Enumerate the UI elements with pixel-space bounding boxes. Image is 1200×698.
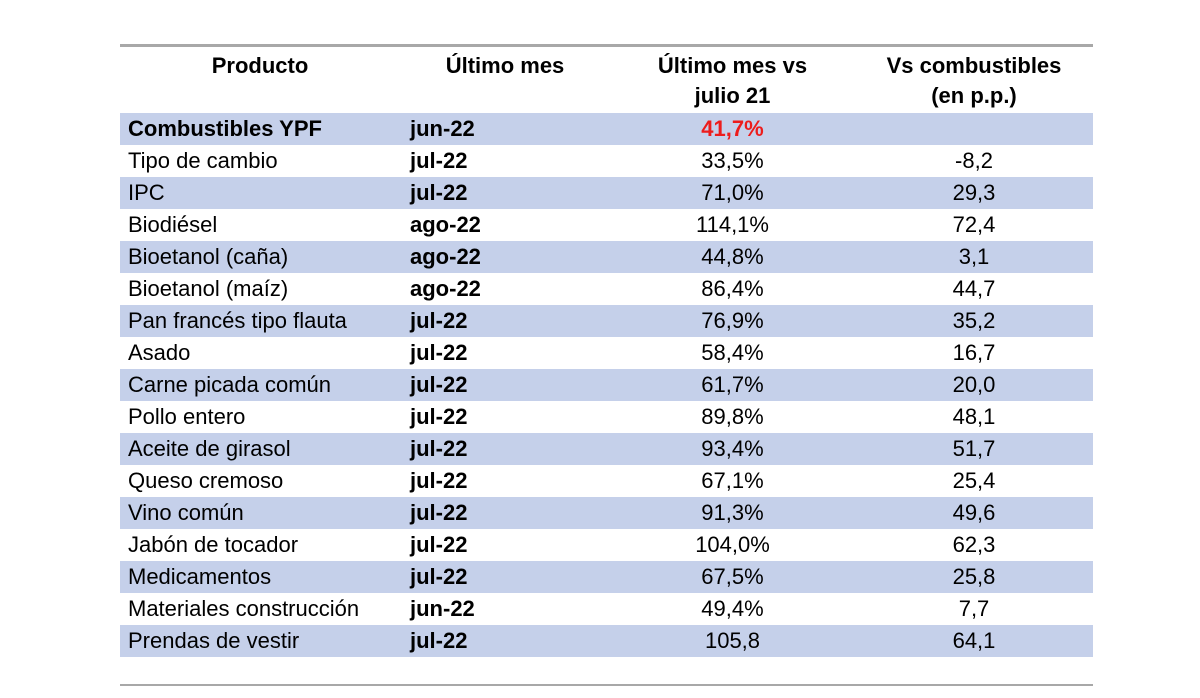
table-row: Biodiésel ago-22 114,1% 72,4 <box>120 209 1093 241</box>
cell-producto: Aceite de girasol <box>128 436 291 461</box>
table-row: Pollo entero jul-22 89,8% 48,1 <box>120 401 1093 433</box>
header-row: Producto Último mes Último mes vs julio … <box>120 47 1093 113</box>
cell-vs-combustibles: 3,1 <box>958 244 990 269</box>
cell-ultimo-mes: jul-22 <box>410 180 468 205</box>
cell-vs-combustibles: 16,7 <box>952 340 996 365</box>
cell-ultimo-mes: jul-22 <box>410 436 468 461</box>
cell-ultimo-mes: jul-22 <box>410 468 468 493</box>
cell-producto: Pollo entero <box>128 404 246 429</box>
column-header-producto: Producto <box>211 53 309 78</box>
cell-producto: Prendas de vestir <box>128 628 300 653</box>
cell-variacion: 86,4% <box>701 276 764 301</box>
table-row: Jabón de tocador jul-22 104,0% 62,3 <box>120 529 1093 561</box>
table-row: Bioetanol (caña) ago-22 44,8% 3,1 <box>120 241 1093 273</box>
cell-ultimo-mes: jun-22 <box>410 596 475 621</box>
cell-producto: Biodiésel <box>128 212 218 237</box>
table-bottom-rule <box>120 684 1093 686</box>
column-header-vs-combustibles: Vs combustibles (en p.p.) <box>886 53 1062 108</box>
cell-vs-combustibles: 64,1 <box>952 628 996 653</box>
table-row: Prendas de vestir jul-22 105,8 64,1 <box>120 625 1093 657</box>
cell-producto: Vino común <box>128 500 244 525</box>
cell-ultimo-mes: jul-22 <box>410 308 468 333</box>
cell-variacion: 67,1% <box>701 468 764 493</box>
table-row: Tipo de cambio jul-22 33,5% -8,2 <box>120 145 1093 177</box>
cell-variacion: 41,7% <box>701 116 764 141</box>
cell-producto: Pan francés tipo flauta <box>128 308 347 333</box>
cell-variacion: 76,9% <box>701 308 764 333</box>
cell-vs-combustibles: 25,4 <box>952 468 996 493</box>
table-row: Combustibles YPF jun-22 41,7% <box>120 113 1093 145</box>
cell-variacion: 49,4% <box>701 596 764 621</box>
cell-ultimo-mes: jul-22 <box>410 404 468 429</box>
cell-variacion: 114,1% <box>696 212 769 237</box>
cell-vs-combustibles <box>855 113 1093 145</box>
cell-variacion: 104,0% <box>695 532 770 557</box>
cell-vs-combustibles: 49,6 <box>952 500 996 525</box>
table-row: Asado jul-22 58,4% 16,7 <box>120 337 1093 369</box>
price-comparison-table: Producto Último mes Último mes vs julio … <box>120 47 1093 657</box>
cell-producto: Queso cremoso <box>128 468 284 493</box>
table-row: Bioetanol (maíz) ago-22 86,4% 44,7 <box>120 273 1093 305</box>
table-top-rule <box>120 44 1093 47</box>
cell-vs-combustibles: 7,7 <box>958 596 990 621</box>
cell-vs-combustibles: 29,3 <box>952 180 996 205</box>
cell-ultimo-mes: jul-22 <box>410 340 468 365</box>
cell-ultimo-mes: jul-22 <box>410 532 468 557</box>
cell-vs-combustibles: 44,7 <box>952 276 996 301</box>
cell-producto: Bioetanol (caña) <box>128 244 289 269</box>
cell-vs-combustibles: 48,1 <box>952 404 996 429</box>
cell-variacion: 91,3% <box>701 500 764 525</box>
cell-vs-combustibles: 51,7 <box>952 436 996 461</box>
column-header-ultimo-mes: Último mes <box>445 53 565 78</box>
cell-ultimo-mes: jun-22 <box>410 116 475 141</box>
cell-ultimo-mes: jul-22 <box>410 628 468 653</box>
cell-ultimo-mes: ago-22 <box>410 244 481 269</box>
table-header: Producto Último mes Último mes vs julio … <box>120 47 1093 113</box>
cell-variacion: 33,5% <box>701 148 764 173</box>
cell-ultimo-mes: ago-22 <box>410 276 481 301</box>
table-row: Queso cremoso jul-22 67,1% 25,4 <box>120 465 1093 497</box>
cell-ultimo-mes: jul-22 <box>410 372 468 397</box>
cell-variacion: 93,4% <box>701 436 764 461</box>
table-row: Medicamentos jul-22 67,5% 25,8 <box>120 561 1093 593</box>
cell-vs-combustibles: 35,2 <box>952 308 996 333</box>
table-row: Carne picada común jul-22 61,7% 20,0 <box>120 369 1093 401</box>
cell-ultimo-mes: ago-22 <box>410 212 481 237</box>
table-row: IPC jul-22 71,0% 29,3 <box>120 177 1093 209</box>
cell-variacion: 105,8 <box>704 628 761 653</box>
table-body: Combustibles YPF jun-22 41,7% Tipo de ca… <box>120 113 1093 657</box>
cell-vs-combustibles: 20,0 <box>952 372 996 397</box>
cell-producto: Carne picada común <box>128 372 332 397</box>
cell-vs-combustibles: -8,2 <box>955 148 993 173</box>
cell-vs-combustibles: 72,4 <box>952 212 996 237</box>
cell-variacion: 71,0% <box>701 180 764 205</box>
cell-producto: Tipo de cambio <box>128 148 278 173</box>
table-row: Aceite de girasol jul-22 93,4% 51,7 <box>120 433 1093 465</box>
cell-variacion: 44,8% <box>701 244 764 269</box>
cell-producto: Asado <box>128 340 191 365</box>
cell-producto: Materiales construcción <box>128 596 360 621</box>
cell-producto: IPC <box>128 180 165 205</box>
cell-variacion: 58,4% <box>701 340 764 365</box>
cell-variacion: 61,7% <box>701 372 764 397</box>
table-row: Vino común jul-22 91,3% 49,6 <box>120 497 1093 529</box>
cell-variacion: 89,8% <box>701 404 764 429</box>
table-row: Materiales construcción jun-22 49,4% 7,7 <box>120 593 1093 625</box>
cell-producto: Jabón de tocador <box>128 532 299 557</box>
cell-producto: Combustibles YPF <box>128 116 322 141</box>
cell-vs-combustibles: 62,3 <box>952 532 996 557</box>
cell-producto: Bioetanol (maíz) <box>128 276 289 301</box>
cell-variacion: 67,5% <box>701 564 764 589</box>
table-row: Pan francés tipo flauta jul-22 76,9% 35,… <box>120 305 1093 337</box>
column-header-ultimo-mes-vs-julio21: Último mes vs julio 21 <box>657 53 808 108</box>
cell-producto: Medicamentos <box>128 564 272 589</box>
cell-vs-combustibles: 25,8 <box>952 564 996 589</box>
cell-ultimo-mes: jul-22 <box>410 500 468 525</box>
cell-ultimo-mes: jul-22 <box>410 564 468 589</box>
cell-ultimo-mes: jul-22 <box>410 148 468 173</box>
